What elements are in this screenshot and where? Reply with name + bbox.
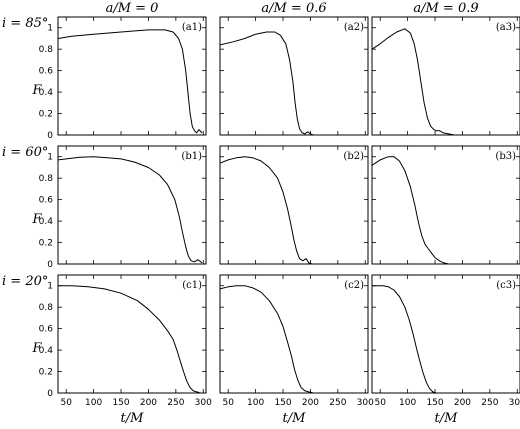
panel-label: (b3) [495,151,516,162]
y-tick-label: 0.2 [39,110,53,120]
panel-grid: 0 0.2 0.4 0.6 0.8 1 (a1) F (a2) (a3) 0 0.2 0.4 0.6 0.8… [31,16,520,426]
x-tick-label: 300 [195,398,212,408]
y-tick-label: 0.8 [39,303,54,313]
x-tick-label: 50 [60,398,72,408]
panel-a3: (a3) [371,16,520,136]
row-title-2: i = 60° [2,145,48,160]
y-tick-label: 1 [47,153,53,163]
x-tick-label: 150 [112,398,129,408]
panel-label: (c3) [496,280,516,291]
column-title-2: a/M = 0.6 [261,1,326,16]
x-tick-label: 100 [85,398,102,408]
panel-label: (b1) [181,151,202,162]
panel-b1: 0 0.2 0.4 0.6 0.8 1 (b1) F [31,145,207,270]
panel-c2: 50 100 150 200 250 300 (c2) t/M [219,274,374,426]
row-title-1: i = 85° [2,16,48,31]
panel-frame [219,145,369,265]
panel-label: (a1) [182,22,202,33]
panel-frame [219,16,369,136]
y-tick-label: 0.4 [39,346,54,356]
flux-curve [57,156,203,264]
panel-label: (a3) [496,22,516,33]
y-tick-label: 0.6 [39,196,54,206]
panel-b2: (b2) [219,145,369,265]
flux-curve [58,285,201,394]
x-tick-label: 50 [374,398,386,408]
y-tick-label: 0.4 [39,88,54,98]
x-tick-label: 250 [167,398,184,408]
y-axis-label: F [31,341,42,356]
panel-frame [57,145,207,265]
y-tick-label: 0.2 [39,239,53,249]
y-tick-label: 1 [47,24,53,34]
x-tick-label: 150 [274,398,291,408]
x-tick-label: 200 [454,398,471,408]
y-tick-label: 0.6 [39,67,54,77]
panel-label: (a2) [344,22,364,33]
x-tick-label: 250 [481,398,498,408]
row-title-3: i = 20° [2,274,48,289]
y-tick-label: 0 [47,131,53,141]
panel-label: (c2) [344,280,364,291]
x-axis-label: t/M [121,411,145,426]
panel-frame [57,16,207,136]
flux-curve [219,156,313,265]
column-title-1: a/M = 0 [106,1,159,16]
x-tick-label: 300 [509,398,520,408]
y-tick-label: 0 [47,389,53,399]
x-tick-label: 300 [357,398,374,408]
x-axis-label: t/M [435,411,459,426]
y-tick-label: 0 [47,260,53,270]
y-tick-label: 0.4 [39,217,54,227]
x-tick-label: 100 [399,398,416,408]
x-tick-label: 250 [329,398,346,408]
panel-frame [371,16,520,136]
x-tick-label: 200 [302,398,319,408]
panel-frame [57,274,207,394]
flux-curve [371,156,449,265]
y-tick-label: 0.2 [39,368,53,378]
y-axis-label: F [31,212,42,227]
panel-label: (c1) [182,280,202,291]
column-title-3: a/M = 0.9 [413,1,478,16]
panel-a1: 0 0.2 0.4 0.6 0.8 1 (a1) F [31,16,207,141]
flux-curve [371,28,455,136]
panel-frame [219,274,369,394]
x-axis-label: t/M [283,411,307,426]
y-tick-label: 1 [47,282,53,292]
panel-frame [371,145,520,265]
panel-frame [371,274,520,394]
y-tick-label: 0.6 [39,325,54,335]
x-tick-label: 200 [140,398,157,408]
x-tick-label: 150 [426,398,443,408]
panel-b3: (b3) [371,145,520,265]
y-axis-label: F [31,83,42,98]
panel-c3: 50 100 150 200 250 300 (c3) t/M [371,274,520,426]
flux-curve [219,31,314,136]
x-tick-label: 50 [222,398,234,408]
flux-curve [219,285,314,394]
x-tick-label: 100 [247,398,264,408]
figure-titles: a/M = 0 a/M = 0.6 a/M = 0.9 i = 85° i = 60° i… [2,1,479,289]
flux-curve [57,29,203,134]
flux-curve [372,285,437,394]
panel-a2: (a2) [219,16,369,136]
y-tick-label: 0.8 [39,45,54,55]
panel-label: (b2) [343,151,364,162]
y-tick-label: 0.8 [39,174,54,184]
